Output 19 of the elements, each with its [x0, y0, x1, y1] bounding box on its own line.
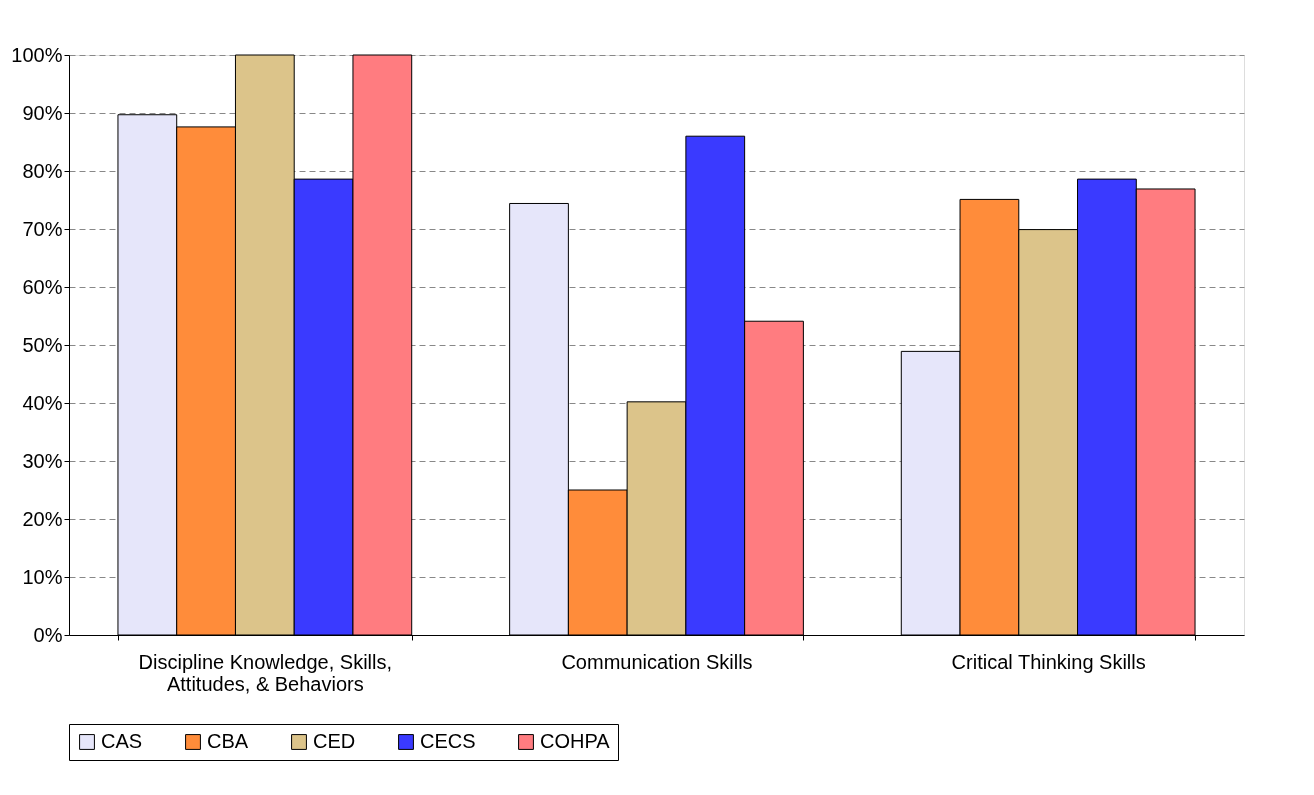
- x-tick-label: Communication Skills: [561, 650, 753, 673]
- legend-label: CBA: [207, 730, 249, 752]
- y-tick-label: 80%: [22, 159, 63, 182]
- y-tick-label: 40%: [22, 391, 63, 414]
- legend-label: CED: [313, 730, 356, 752]
- y-tick-label: 50%: [22, 333, 63, 356]
- y-tick-label: 70%: [22, 217, 63, 240]
- y-tick-label: 10%: [22, 565, 63, 588]
- y-tick-label: 30%: [22, 449, 63, 472]
- y-tick-label: 60%: [22, 275, 63, 298]
- legend-label: CAS: [101, 730, 143, 752]
- x-tick-label: Critical Thinking Skills: [951, 650, 1146, 673]
- legend-label: COHPA: [540, 730, 611, 752]
- y-tick-label: 90%: [22, 101, 63, 124]
- legend-label: CECS: [420, 730, 476, 752]
- x-tick-label: Discipline Knowledge, Skills, Attitudes, & Behaviors: [138, 650, 393, 695]
- y-tick-label: 0%: [33, 623, 63, 646]
- y-tick-label: 20%: [22, 507, 63, 530]
- y-tick-label: 100%: [11, 43, 63, 66]
